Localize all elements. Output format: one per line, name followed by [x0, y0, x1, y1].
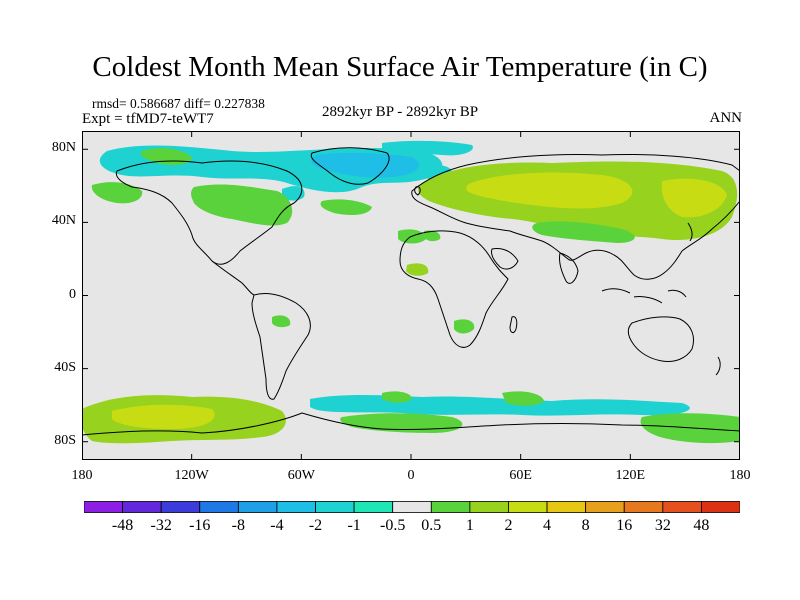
colorbar-label: 32	[654, 517, 671, 534]
anomaly-patch-sahara	[406, 263, 429, 276]
coastline-greenland	[310, 147, 390, 185]
colorbar-swatch	[546, 501, 587, 513]
coastline-british-isles	[414, 186, 421, 196]
coastline-africa	[399, 230, 509, 348]
colorbar-label: -1	[347, 517, 361, 534]
colorbar-swatch	[585, 501, 625, 513]
coastline-australia	[627, 316, 694, 362]
coastline-south-america	[251, 292, 311, 400]
coastlines	[82, 147, 740, 436]
season-text: ANN	[709, 110, 743, 126]
lon-label: 60E	[509, 468, 532, 483]
coastline-new-zealand	[715, 356, 721, 376]
colorbar-label: 2	[504, 517, 513, 534]
colorbar-swatch	[237, 501, 278, 513]
colorbar-label: -0.5	[380, 517, 406, 534]
colorbar-label: -16	[189, 517, 211, 534]
colorbar-label: -2	[308, 517, 323, 534]
colorbar-swatch	[315, 501, 355, 513]
colorbar-swatch	[276, 501, 316, 513]
coastline-indonesia	[601, 288, 687, 304]
period-text: 2892kyr BP - 2892kyr BP	[321, 104, 479, 120]
anomaly-patch-arctic-strip	[382, 140, 473, 156]
colorbar-label: 0.5	[421, 517, 442, 534]
colorbar-swatch	[430, 501, 471, 513]
coastline-madagascar	[509, 316, 518, 334]
map-ticks	[82, 131, 740, 460]
coastline-antarctica	[82, 412, 740, 436]
coastline-india	[559, 252, 579, 284]
colorbar-swatch	[84, 501, 123, 513]
colorbar-swatch	[508, 501, 548, 513]
colorbar-swatch	[662, 501, 702, 513]
anomaly-patch-greenland-core	[311, 152, 420, 178]
lon-label: 120W	[174, 468, 209, 483]
anomaly-patch-west-africa	[424, 230, 441, 242]
colorbar-label: -4	[270, 517, 284, 534]
colorbar-label: 1	[465, 517, 474, 534]
anomaly-patch-antarctic-west-core	[112, 404, 215, 429]
anomaly-fields	[82, 140, 740, 444]
anomaly-patch-central-asia	[532, 221, 635, 243]
anomaly-patch-north-pacific	[91, 182, 143, 204]
anomaly-patch-east-siberia	[661, 178, 727, 218]
colorbar-swatch	[353, 501, 394, 513]
lon-label: 0	[407, 468, 415, 483]
plot-title: Coldest Month Mean Surface Air Temperatu…	[92, 51, 708, 83]
colorbar-swatch	[469, 501, 509, 513]
colorbar-label: -8	[231, 517, 245, 534]
anomaly-patch-south-atlantic	[382, 391, 412, 403]
colorbar	[84, 501, 740, 513]
colorbar-swatch	[701, 501, 740, 513]
lat-label: 80N	[51, 140, 76, 156]
colorbar-label: 8	[581, 517, 590, 534]
colorbar-swatch	[392, 501, 432, 513]
lat-label: 80S	[54, 432, 76, 448]
anomaly-patch-south-pacific	[272, 315, 291, 328]
colorbar-label: 4	[543, 517, 552, 534]
coastline-central-america	[211, 260, 255, 296]
anomaly-patch-north-america	[191, 184, 293, 226]
coastline-north-america	[115, 160, 303, 265]
anomaly-patch-eurasia-core	[466, 172, 633, 209]
lat-label: 40N	[51, 213, 76, 229]
experiment-text: Expt = tfMD7-teWT7	[82, 111, 214, 127]
colorbar-swatch	[623, 501, 664, 513]
coastline-eurasia	[411, 153, 740, 280]
temperature-map	[82, 131, 740, 460]
anomaly-patch-south-indian	[502, 391, 544, 406]
colorbar-label: -48	[111, 517, 134, 534]
lat-label: 0	[69, 286, 76, 302]
colorbar-label: 16	[616, 517, 633, 534]
coastline-japan	[687, 222, 693, 242]
colorbar-swatch	[160, 501, 201, 513]
lat-label: 40S	[54, 359, 76, 375]
colorbar-label: 48	[693, 517, 710, 534]
coastline-arabia	[491, 248, 519, 270]
anomaly-patch-southern-africa	[454, 319, 475, 334]
colorbar-swatch	[199, 501, 239, 513]
lon-label: 180	[71, 468, 93, 483]
anomaly-patch-atlantic-north	[320, 199, 372, 215]
stats-text: rmsd= 0.586687 diff= 0.227838	[92, 96, 265, 111]
anomaly-patch-north-atlantic-small	[282, 186, 305, 201]
colorbar-label: -32	[150, 517, 172, 534]
lon-label: 60W	[287, 468, 315, 483]
lon-label: 180	[729, 468, 751, 483]
colorbar-swatch	[122, 501, 162, 513]
lon-label: 120E	[615, 468, 646, 483]
